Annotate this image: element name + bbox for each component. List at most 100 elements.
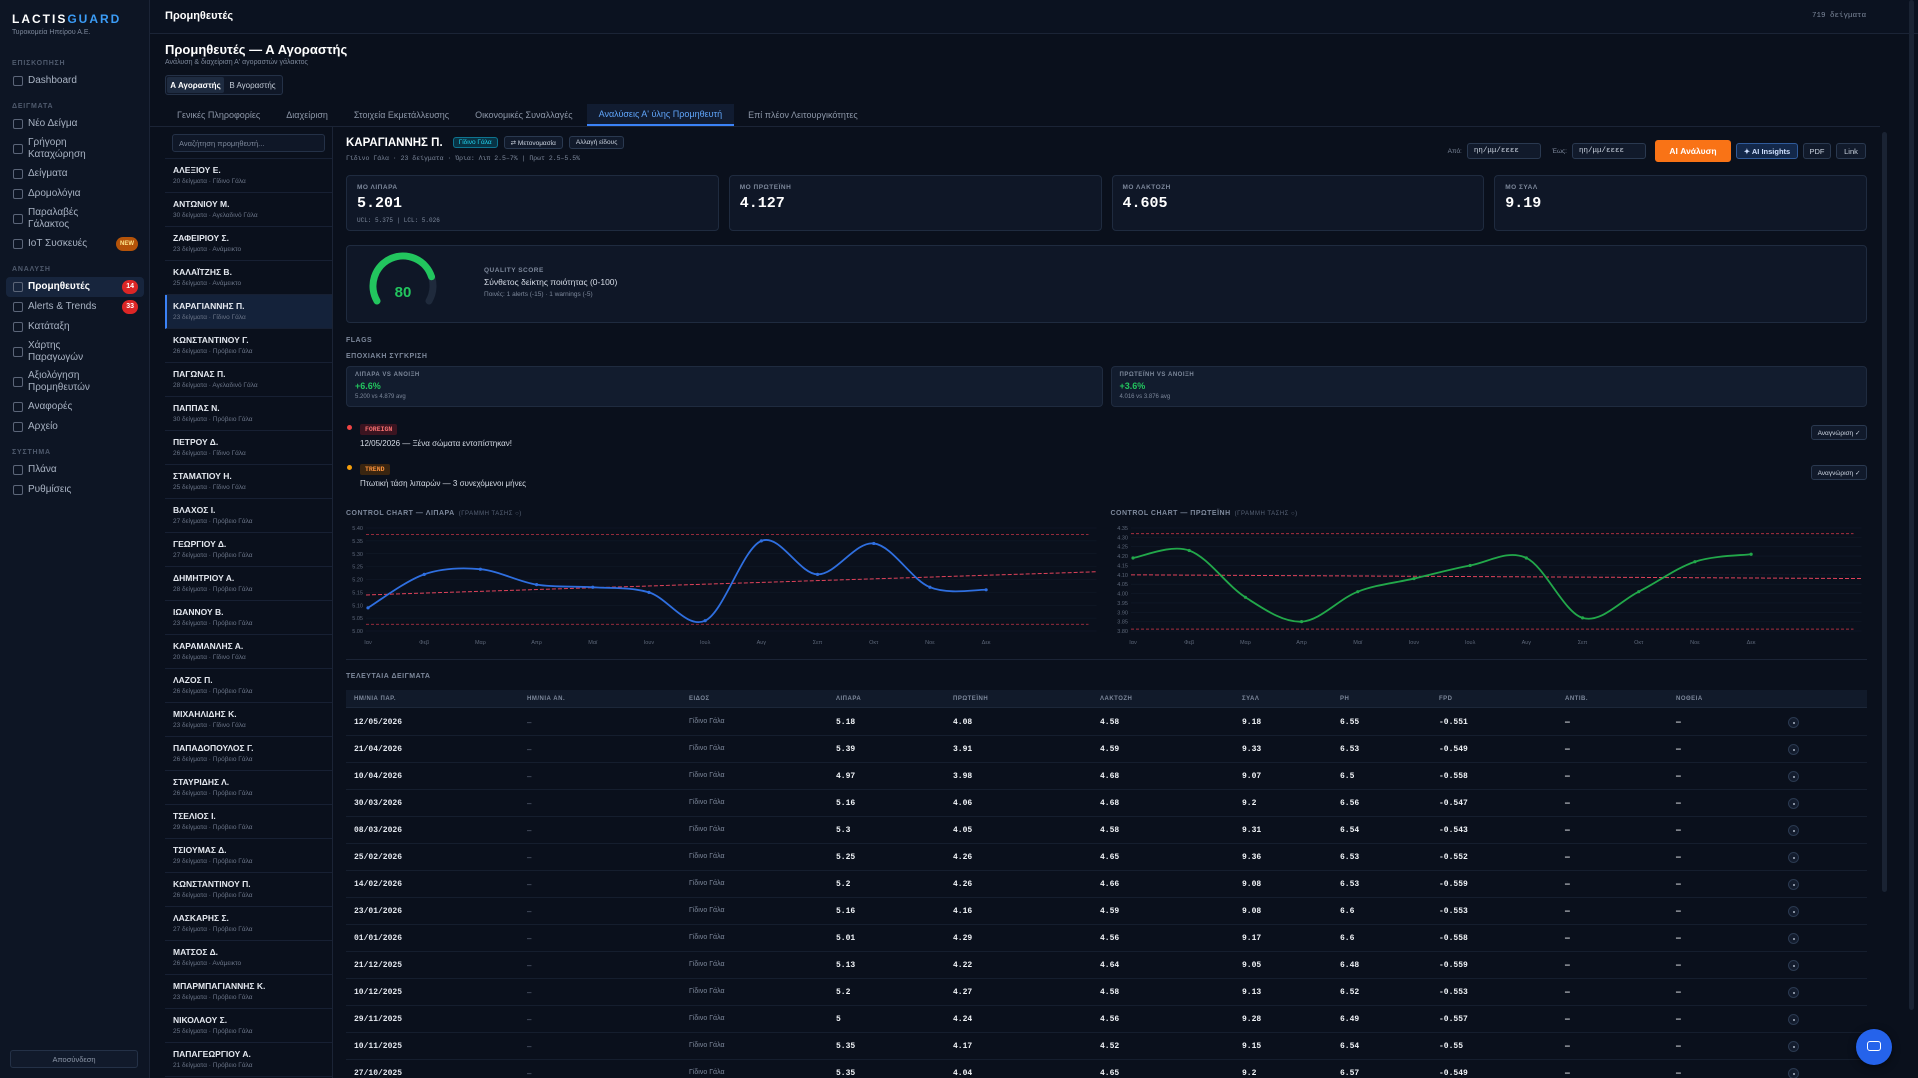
nav-item[interactable]: Προμηθευτές 14	[6, 277, 144, 297]
action-button[interactable]: PDF	[1803, 143, 1831, 159]
table-cell: 25/02/2026	[354, 853, 403, 862]
supplier-item[interactable]: ΖΑΦΕΙΡΙΟΥ Σ. 23 δείγματα · Ανάμεικτο	[165, 227, 332, 261]
action-button[interactable]: Link	[1836, 143, 1866, 159]
supplier-item[interactable]: ΚΩΝΣΤΑΝΤΙΝΟΥ Γ. 26 δείγματα · Πρόβειο Γάλ…	[165, 329, 332, 363]
chat-button[interactable]	[1856, 1029, 1892, 1065]
row-action[interactable]	[1788, 744, 1799, 755]
row-action-dot	[1793, 830, 1795, 832]
acknowledge-button[interactable]: Αναγνώριση ✓	[1811, 465, 1867, 480]
supplier-name: ΑΝΤΩΝΙΟΥ Μ.	[173, 199, 230, 209]
row-action[interactable]	[1788, 1041, 1799, 1052]
supplier-item[interactable]: ΛΑΣΚΑΡΗΣ Σ. 27 δείγματα · Πρόβειο Γάλα	[165, 907, 332, 941]
row-action[interactable]	[1788, 798, 1799, 809]
row-action[interactable]	[1788, 906, 1799, 917]
table-cell: 4.16	[953, 907, 973, 916]
table-cell: —	[1676, 1069, 1681, 1078]
row-action[interactable]	[1788, 1068, 1799, 1078]
action-button[interactable]: ✦ AI Insights	[1736, 143, 1798, 159]
supplier-name: ΤΣΙΟΥΜΑΣ Δ.	[173, 845, 227, 855]
supplier-item[interactable]: ΙΩΑΝΝΟΥ Β. 23 δείγματα · Πρόβειο Γάλα	[165, 601, 332, 635]
table-cell: Γίδινο Γάλα	[689, 799, 725, 806]
supplier-item[interactable]: ΣΤΑΜΑΤΙΟΥ Η. 25 δείγματα · Γίδινο Γάλα	[165, 465, 332, 499]
row-action[interactable]	[1788, 879, 1799, 890]
tab[interactable]: Επί πλέον Λειτουργικότητες	[748, 110, 858, 120]
row-action[interactable]	[1788, 1014, 1799, 1025]
nav-item[interactable]: Alerts & Trends 33	[6, 297, 144, 317]
y-tick-label: 4.30	[1117, 535, 1128, 541]
tab[interactable]: Διαχείριση	[286, 110, 328, 120]
supplier-item[interactable]: ΑΝΤΩΝΙΟΥ Μ. 30 δείγματα · Αγελαδινό Γάλα	[165, 193, 332, 227]
supplier-item[interactable]: ΓΕΩΡΓΙΟΥ Δ. 27 δείγματα · Πρόβειο Γάλα	[165, 533, 332, 567]
nav-list: ΕΠΙΣΚΟΠΗΣΗ Dashboard ΔΕΙΓΜΑΤΑ Νέο Δείγμα Γρή…	[0, 48, 150, 500]
supplier-item[interactable]: ΠΑΠΑΔΟΠΟΥΛΟΣ Γ. 26 δείγματα · Πρόβειο Γάλ…	[165, 737, 332, 771]
supplier-item[interactable]: ΒΛΑΧΟΣ Ι. 27 δείγματα · Πρόβειο Γάλα	[165, 499, 332, 533]
nav-item[interactable]: Χάρτης Παραγωγών	[6, 337, 144, 367]
nav-item[interactable]: Παραλαβές Γάλακτος	[6, 204, 144, 234]
supplier-item[interactable]: ΣΤΑΥΡΙΔΗΣ Λ. 26 δείγματα · Πρόβειο Γάλα	[165, 771, 332, 805]
supplier-item[interactable]: ΜΑΤΣΟΣ Δ. 26 δείγματα · Ανάμεικτο	[165, 941, 332, 975]
date-to[interactable]: ηη/μμ/εεεε	[1572, 143, 1646, 159]
nav-item[interactable]: Δείγματα	[6, 164, 144, 184]
supplier-item[interactable]: ΚΑΡΑΓΙΑΝΝΗΣ Π. 23 δείγματα · Γίδινο Γάλα	[165, 295, 332, 329]
tab[interactable]: Γενικές Πληροφορίες	[177, 110, 261, 120]
rename-button[interactable]: ⇄ Μετονομασία	[503, 136, 563, 149]
nav-label: Dashboard	[28, 75, 77, 86]
nav-item[interactable]: IoT Συσκευές NEW	[6, 234, 144, 254]
nav-item[interactable]: Dashboard	[6, 71, 144, 91]
tab[interactable]: Αναλύσεις Α' ύλης Προμηθευτή	[586, 104, 735, 126]
supplier-item[interactable]: ΤΣΙΟΥΜΑΣ Δ. 29 δείγματα · Πρόβειο Γάλα	[165, 839, 332, 873]
supplier-item[interactable]: ΛΑΖΟΣ Π. 26 δείγματα · Πρόβειο Γάλα	[165, 669, 332, 703]
nav-item[interactable]: Αρχείο	[6, 417, 144, 437]
kpi-note: UCL: 5.375 | LCL: 5.026	[357, 217, 440, 224]
row-action[interactable]	[1788, 825, 1799, 836]
supplier-item[interactable]: ΚΑΛΑΪΤΖΗΣ Β. 25 δείγματα · Ανάμεικτο	[165, 261, 332, 295]
supplier-item[interactable]: ΜΠΑΡΜΠΑΓΙΑΝΝΗΣ Κ. 23 δείγματα · Πρόβειο Γ…	[165, 975, 332, 1009]
tab[interactable]: Οικονομικές Συναλλαγές	[475, 110, 573, 120]
search-input[interactable]: Αναζήτηση προμηθευτή...	[172, 134, 325, 152]
logout-button[interactable]: Αποσύνδεση	[10, 1050, 138, 1068]
row-action[interactable]	[1788, 717, 1799, 728]
row-action[interactable]	[1788, 771, 1799, 782]
row-action[interactable]	[1788, 933, 1799, 944]
supplier-item[interactable]: ΠΑΠΑΓΕΩΡΓΙΟΥ Α. 21 δείγματα · Πρόβειο Γάλ…	[165, 1043, 332, 1077]
chart-title: CONTROL CHART — ΛΙΠΑΡΑ (ΓΡΑΜΜΗ ΤΑΣΗΣ ○)	[346, 510, 522, 517]
supplier-item[interactable]: ΚΩΝΣΤΑΝΤΙΝΟΥ Π. 26 δείγματα · Πρόβειο Γάλ…	[165, 873, 332, 907]
nav-item[interactable]: Δρομολόγια	[6, 184, 144, 204]
content-scrollbar	[1882, 132, 1887, 892]
supplier-item[interactable]: ΠΑΓΩΝΑΣ Π. 28 δείγματα · Αγελαδινό Γάλα	[165, 363, 332, 397]
nav-item[interactable]: Νέο Δείγμα	[6, 114, 144, 134]
nav-item[interactable]: Ρυθμίσεις	[6, 480, 144, 500]
table-cell: —	[1565, 961, 1570, 970]
supplier-item[interactable]: ΚΑΡΑΜΑΝΛΗΣ Α. 20 δείγματα · Γίδινο Γάλα	[165, 635, 332, 669]
supplier-item[interactable]: ΠΑΠΠΑΣ Ν. 30 δείγματα · Πρόβειο Γάλα	[165, 397, 332, 431]
data-point	[1468, 563, 1472, 568]
table-cell: 6.54	[1340, 826, 1360, 835]
table-cell: 9.17	[1242, 934, 1262, 943]
column-header: ΑΝΤΙΒ.	[1565, 696, 1588, 702]
table-cell: 4.04	[953, 1069, 973, 1078]
buyer-tab[interactable]: Β Αγοραστής	[229, 80, 276, 90]
change-type-button[interactable]: Αλλαγή είδους	[568, 136, 625, 149]
acknowledge-button[interactable]: Αναγνώριση ✓	[1811, 425, 1867, 440]
supplier-item[interactable]: ΜΙΧΑΗΛΙΔΗΣ Κ. 23 δείγματα · Γίδινο Γάλα	[165, 703, 332, 737]
action-button[interactable]: AI Ανάλυση	[1655, 140, 1731, 162]
row-action[interactable]	[1788, 852, 1799, 863]
nav-item[interactable]: Κατάταξη	[6, 317, 144, 337]
supplier-name: ΚΩΝΣΤΑΝΤΙΝΟΥ Γ.	[173, 335, 249, 345]
supplier-item[interactable]: ΠΕΤΡΟΥ Δ. 26 δείγματα · Γίδινο Γάλα	[165, 431, 332, 465]
row-action-dot	[1793, 749, 1795, 751]
row-action[interactable]	[1788, 987, 1799, 998]
supplier-item[interactable]: ΑΛΕΞΙΟΥ Ε. 20 δείγματα · Γίδινο Γάλα	[165, 159, 332, 193]
supplier-item[interactable]: ΤΣΕΛΙΟΣ Ι. 29 δείγματα · Πρόβειο Γάλα	[165, 805, 332, 839]
date-from[interactable]: ηη/μμ/εεεε	[1466, 143, 1541, 159]
buyer-tab[interactable]: Α Αγοραστής	[167, 77, 224, 93]
row-action[interactable]	[1788, 960, 1799, 971]
nav-item[interactable]: Πλάνα	[6, 460, 144, 480]
nav-item[interactable]: Αξιολόγηση Προμηθευτών	[6, 367, 144, 397]
tab[interactable]: Στοιχεία Εκμετάλλευσης	[353, 110, 450, 120]
nav-item[interactable]: Γρήγορη Καταχώρηση	[6, 134, 144, 164]
nav-item[interactable]: Αναφορές	[6, 397, 144, 417]
supplier-item[interactable]: ΔΗΜΗΤΡΙΟΥ Α. 28 δείγματα · Πρόβειο Γάλα	[165, 567, 332, 601]
supplier-meta: 23 δείγματα · Πρόβειο Γάλα	[173, 620, 253, 627]
supplier-item[interactable]: ΝΙΚΟΛΑΟΥ Σ. 25 δείγματα · Πρόβειο Γάλα	[165, 1009, 332, 1043]
